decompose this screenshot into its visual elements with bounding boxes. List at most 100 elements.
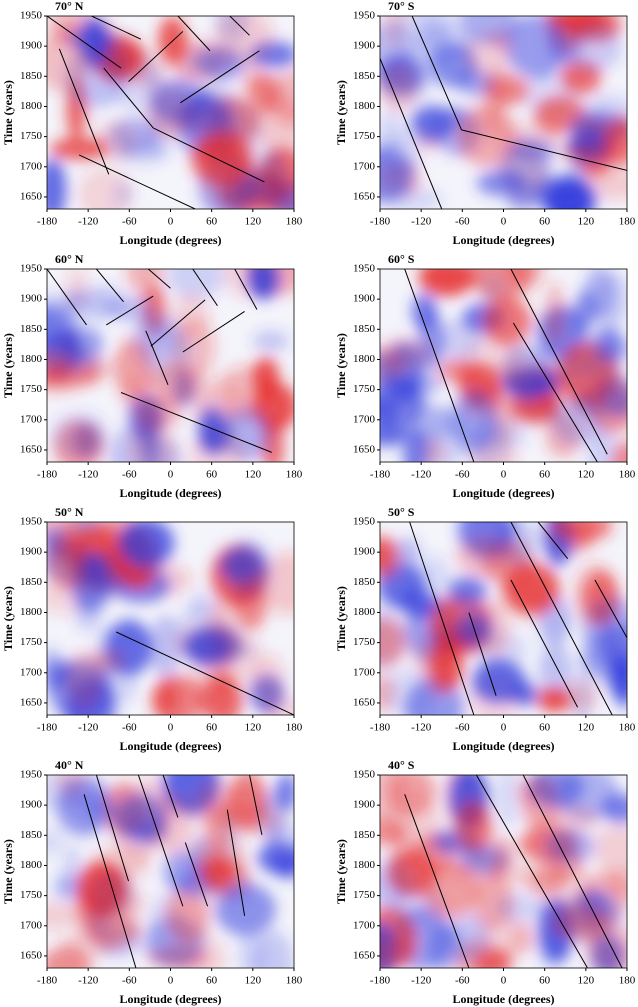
trend-line [404, 269, 475, 462]
trend-line [83, 794, 137, 968]
y-tick-label: 1700 [20, 666, 43, 678]
trend-line [510, 579, 579, 708]
x-axis-label: Longitude (degrees) [452, 233, 554, 247]
blobs [47, 269, 294, 462]
contour-blob [190, 131, 253, 186]
x-tick-label: 0 [501, 469, 507, 481]
trend-line [96, 269, 124, 303]
x-tick-label: 120 [578, 722, 595, 734]
x-tick-label: -120 [411, 975, 432, 987]
contour-blob [506, 188, 541, 209]
y-tick-label: 1900 [20, 40, 43, 52]
contour-field [380, 775, 627, 968]
trend-line [192, 269, 218, 306]
trend-line [162, 775, 179, 818]
y-tick-label: 1750 [353, 383, 376, 395]
x-tick-label: 60 [539, 722, 551, 734]
contour-blob [436, 318, 483, 362]
contour-blob [447, 576, 487, 606]
y-tick-label: 1900 [20, 799, 43, 811]
y-tick-label: 1900 [20, 546, 43, 558]
contour-blob [59, 291, 91, 314]
x-tick-label: 120 [578, 975, 595, 987]
x-tick-label: -120 [411, 216, 432, 228]
y-tick-label: 1800 [353, 606, 376, 618]
contour-blob [546, 806, 600, 833]
contour-blob [237, 929, 264, 968]
y-tick-label: 1750 [353, 889, 376, 901]
y-axis-label: Time (years) [334, 839, 348, 904]
trend-line [106, 295, 154, 326]
x-tick-label: 120 [578, 216, 595, 228]
x-tick-label: 0 [168, 722, 174, 734]
y-tick-label: 1950 [353, 769, 376, 781]
contour-blob [538, 688, 571, 713]
trend-line [58, 48, 110, 175]
contour-blob [390, 573, 424, 594]
x-tick-label: 180 [286, 469, 303, 481]
contour-blob [139, 66, 160, 87]
x-tick-label: 180 [619, 975, 636, 987]
blobs [380, 522, 627, 715]
x-tick-label: -180 [37, 469, 58, 481]
x-tick-label: 120 [245, 722, 262, 734]
trend-line [510, 522, 613, 715]
y-tick-label: 1850 [353, 829, 376, 841]
y-tick-label: 1800 [353, 100, 376, 112]
contour-blob [265, 822, 294, 877]
contour-blob [165, 887, 210, 943]
contour-blob [131, 314, 186, 364]
x-axis-label: Longitude (degrees) [119, 992, 221, 1006]
contour-blob [482, 274, 505, 303]
chart-title: 40° S [388, 758, 415, 772]
contour-blob [505, 16, 567, 79]
y-tick-label: 1950 [20, 516, 43, 528]
contour-field [47, 522, 294, 715]
x-tick-label: 180 [619, 216, 636, 228]
trend-line [95, 775, 129, 882]
x-tick-label: -180 [370, 469, 391, 481]
contour-blob [183, 629, 231, 666]
trend-line [475, 775, 588, 968]
x-tick-label: 60 [539, 469, 551, 481]
contour-blob [380, 617, 407, 667]
contour-blob [47, 158, 67, 209]
contour-blob [267, 70, 294, 125]
x-tick-label: 120 [578, 469, 595, 481]
contour-blob [507, 269, 545, 289]
trend-line [537, 522, 569, 559]
contour-blob [512, 863, 573, 888]
y-tick-label: 1800 [353, 859, 376, 871]
contour-blob [66, 651, 103, 710]
contour-blob [476, 418, 528, 451]
trend-line [150, 299, 206, 347]
contour-blob [90, 872, 135, 917]
contour-blob [214, 16, 275, 64]
blobs [380, 269, 627, 462]
contour-blob [612, 440, 627, 462]
contour-blob [380, 858, 415, 911]
contour-blob [216, 794, 275, 834]
chart-title: 40° N [55, 758, 84, 772]
trend-line [145, 330, 169, 385]
x-tick-label: 0 [168, 216, 174, 228]
contour-blob [397, 590, 441, 617]
panel: 1650 1700 1750 1800 1850 1900 1950 -180 -120 -60 0… [1, 758, 303, 1006]
contour-blob [603, 868, 627, 898]
contour-blob [118, 522, 175, 569]
trend-line [152, 127, 265, 183]
contour-blob [151, 675, 204, 715]
trend-line [226, 809, 246, 916]
contour-blob [133, 396, 182, 429]
x-tick-label: -120 [78, 722, 99, 734]
contour-blob [47, 16, 90, 32]
y-tick-label: 1850 [20, 323, 43, 335]
x-axis-label: Longitude (degrees) [119, 739, 221, 753]
trend-line [594, 579, 627, 639]
contour-blob [47, 901, 85, 930]
contour-blob [54, 775, 87, 797]
panel: 1650 1700 1750 1800 1850 1900 1950 -180 -120 -60 0… [334, 252, 636, 500]
contour-blob [94, 625, 122, 678]
y-tick-label: 1750 [20, 130, 43, 142]
contour-blob [380, 336, 433, 370]
